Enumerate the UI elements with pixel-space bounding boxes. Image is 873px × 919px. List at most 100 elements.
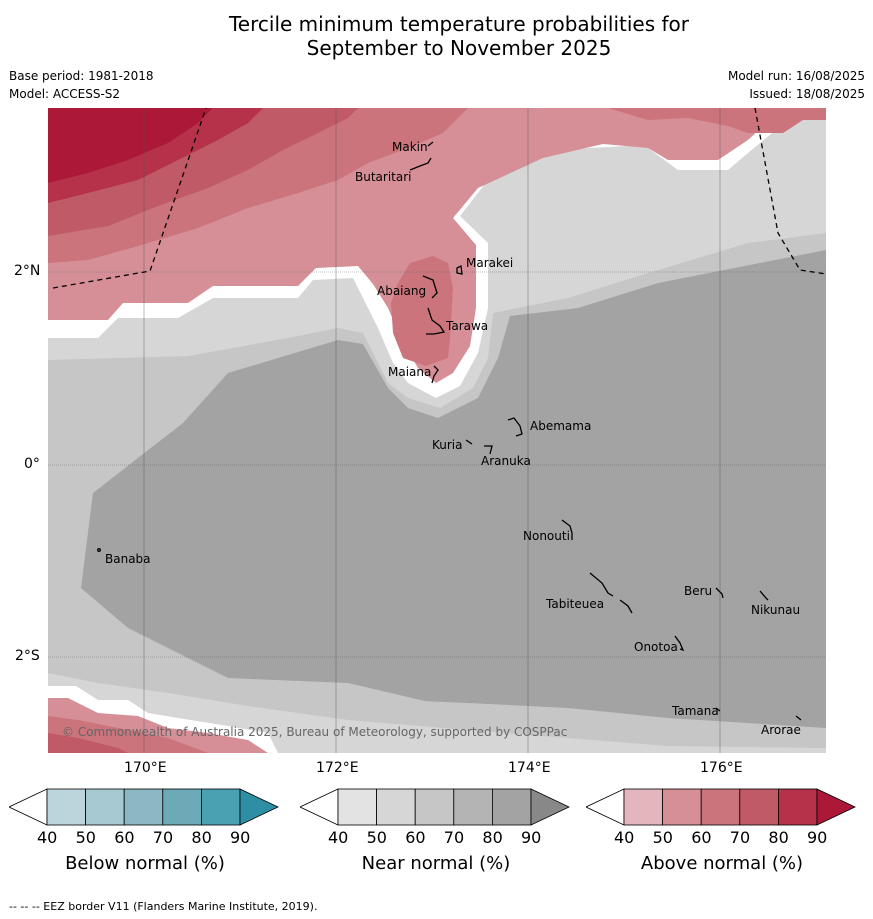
aranuka-island <box>484 445 493 455</box>
near-normal-colorbar <box>300 788 570 826</box>
near-normal-colorbar-segment <box>491 788 532 826</box>
below-normal-colorbar-high-end <box>239 788 279 826</box>
base-period: Base period: 1981-2018 <box>9 69 154 83</box>
banaba-island <box>97 548 101 552</box>
above-normal-tick-label: 50 <box>652 828 673 847</box>
near-normal-tick-label: 80 <box>482 828 503 847</box>
label-abaiang: Abaiang <box>377 284 427 298</box>
label-nonouti: Nonouti <box>523 529 570 543</box>
above-normal-tick-label: 60 <box>691 828 712 847</box>
above-normal-90-region <box>48 108 213 183</box>
above-normal-colorbar-low-end <box>586 788 625 826</box>
makin-island <box>427 141 434 147</box>
tarawa-island <box>426 307 446 335</box>
map-area[interactable]: Makin Butaritari Marakei Abaiang Tarawa … <box>48 108 826 753</box>
nonouti-island <box>561 519 573 540</box>
abaiang-island <box>422 275 438 299</box>
kuria-island <box>465 439 473 445</box>
model-name: Model: ACCESS-S2 <box>9 87 121 101</box>
label-tarawa: Tarawa <box>446 319 489 333</box>
label-maiana: Maiana <box>388 365 432 379</box>
below-normal-colorbar-segment <box>200 788 241 826</box>
near-normal-colorbar-segment <box>453 788 493 826</box>
label-butaritari: Butaritari <box>355 170 412 184</box>
label-nikunau: Nikunau <box>751 603 801 617</box>
island-outlines <box>97 141 802 721</box>
label-kuria: Kuria <box>432 438 463 452</box>
onotoa-island <box>674 635 685 652</box>
above-normal-colorbar-segment <box>739 788 779 826</box>
eez-footer-note: -- -- -- EEZ border V11 (Flanders Marine… <box>9 900 318 913</box>
above-normal-tick-label: 70 <box>729 828 751 847</box>
maiana-island <box>431 365 439 384</box>
near-normal-colorbar-segment <box>337 788 377 826</box>
above-normal-tick-label: 40 <box>614 828 635 847</box>
lat-tick-2s: 2°S <box>15 648 40 664</box>
near-normal-colorbar-label: Near normal (%) <box>361 853 511 874</box>
above-normal-colorbar-segment <box>700 788 741 826</box>
below-normal-tick-label: 70 <box>152 828 174 847</box>
label-beru: Beru <box>684 584 713 598</box>
title-line-1: Tercile minimum temperature probabilitie… <box>228 12 690 36</box>
above-normal-sw-70 <box>48 733 128 753</box>
above-normal-colorbar-high-end <box>816 788 856 826</box>
below-normal-tick-label: 60 <box>114 828 135 847</box>
marakei-island <box>456 265 463 275</box>
below-normal-tick-label: 40 <box>37 828 58 847</box>
lon-tick-174: 174°E <box>508 760 551 776</box>
below-normal-colorbar-segment <box>162 788 202 826</box>
above-normal-colorbar-segment <box>662 788 702 826</box>
near-normal-tick-label: 60 <box>405 828 426 847</box>
label-tabiteuea: Tabiteuea <box>546 597 605 611</box>
near-normal-tick-label: 70 <box>443 828 465 847</box>
lon-tick-176: 176°E <box>700 760 743 776</box>
label-makin: Makin <box>392 140 428 154</box>
below-normal-tick-label: 80 <box>191 828 212 847</box>
below-normal-colorbar-segment <box>46 788 86 826</box>
below-normal-colorbar-label: Below normal (%) <box>65 853 225 874</box>
nikunau-island <box>759 590 769 601</box>
label-arorae: Arorae <box>761 723 801 737</box>
label-banaba: Banaba <box>105 552 151 566</box>
map-svg <box>48 108 826 753</box>
label-onotoa: Onotoa <box>634 640 678 654</box>
label-tamana: Tamana <box>672 704 719 718</box>
tabiteuea-north <box>589 572 614 597</box>
lat-tick-0: 0° <box>24 456 40 472</box>
model-run: Model run: 16/08/2025 <box>727 69 865 83</box>
arorae-island <box>795 715 802 721</box>
copyright-notice: © Commonwealth of Australia 2025, Bureau… <box>62 725 568 739</box>
lat-tick-2n: 2°N <box>14 263 41 279</box>
near-normal-colorbar-segment <box>376 788 416 826</box>
above-normal-tick-label: 80 <box>768 828 789 847</box>
above-normal-tick-label: 90 <box>807 828 828 847</box>
near-normal-tick-label: 50 <box>366 828 387 847</box>
tabiteuea-south <box>619 599 633 614</box>
below-normal-colorbar-segment <box>123 788 164 826</box>
label-marakei: Marakei <box>466 256 514 270</box>
near-normal-colorbar-low-end <box>300 788 339 826</box>
below-normal-tick-label: 90 <box>230 828 251 847</box>
near-normal-colorbar-high-end <box>530 788 570 826</box>
graticule <box>48 108 826 753</box>
above-normal-ne-patch <box>608 108 826 133</box>
above-normal-colorbar-segment <box>777 788 818 826</box>
eez-border <box>52 108 826 289</box>
near-normal-tick-label: 90 <box>521 828 542 847</box>
lon-tick-172: 172°E <box>316 760 359 776</box>
near-normal-tick-label: 40 <box>328 828 349 847</box>
beru-island <box>715 587 724 599</box>
below-normal-colorbar <box>9 788 279 826</box>
map-title: Tercile minimum temperature probabilitie… <box>0 12 873 60</box>
below-normal-colorbar-low-end <box>9 788 48 826</box>
below-normal-colorbar-segment <box>85 788 125 826</box>
tarawa-above-normal-patch <box>391 256 453 366</box>
lon-tick-170: 170°E <box>124 760 167 776</box>
butaritari-island <box>409 157 432 171</box>
label-aranuka: Aranuka <box>481 454 531 468</box>
above-normal-colorbar <box>586 788 856 826</box>
abemama-island <box>507 417 523 437</box>
above-normal-colorbar-segment <box>623 788 663 826</box>
below-normal-tick-label: 50 <box>75 828 96 847</box>
title-line-2: September to November 2025 <box>306 36 612 60</box>
